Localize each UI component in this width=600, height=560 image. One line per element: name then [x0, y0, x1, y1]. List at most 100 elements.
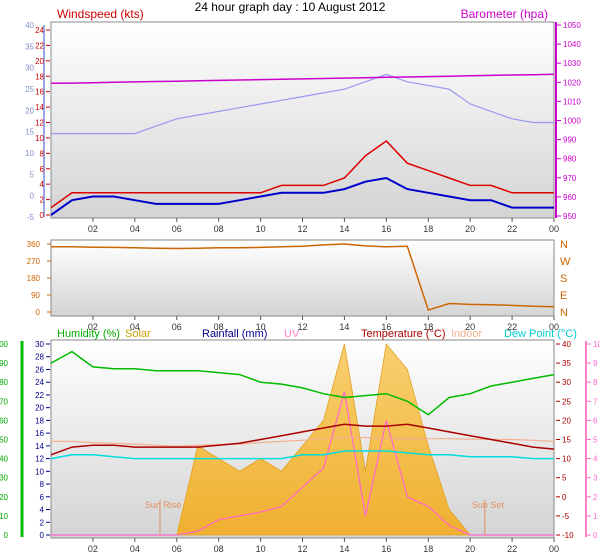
uv-axis-tick-label: 7 [593, 397, 598, 406]
barometer-axis-tick-label: 960 [563, 193, 577, 202]
uv-axis-tick-label: 3 [593, 474, 598, 483]
x-tick-label: 08 [214, 322, 224, 332]
sunset-label: Sun Set [472, 500, 505, 510]
direction-series [51, 243, 555, 312]
climate-series: Sun Rise Sun Set [50, 343, 555, 536]
x-tick-label: 18 [423, 224, 433, 234]
compass-label: W [560, 256, 571, 268]
barometer-axis-tick-label: 980 [563, 155, 577, 164]
barometer-axis-tick-label: 1010 [563, 97, 581, 106]
humidity-axis-tick-label: 20 [0, 493, 9, 502]
x-tick-label: 14 [339, 224, 349, 234]
compass-label: S [560, 273, 567, 285]
x-tick-label: 12 [297, 544, 307, 554]
temperature-axis-tick-label: 25 [562, 397, 571, 406]
direction-tick-label: 360 [27, 240, 41, 249]
windspeed-axis-tick-label: 6 [40, 165, 45, 174]
x-tick-label: 04 [130, 544, 140, 554]
far-left-axis-tick-label: 25 [25, 85, 34, 94]
windspeed-axis-tick-label: 12 [35, 119, 44, 128]
barometer-axis-tick-label: 1020 [563, 78, 581, 87]
barometer-line [50, 73, 555, 85]
legend-entry: Humidity (%) [57, 328, 120, 340]
compass-label: N [560, 307, 568, 319]
x-tick-label: 18 [423, 544, 433, 554]
far-left-axis-tick-label: -5 [27, 213, 35, 222]
x-axis-ticks: 02 04 06 08 10 12 14 16 18 20 22 00 02 04 06 08 10 12 14 16… [88, 218, 559, 554]
rainfall-axis-tick-label: 2 [40, 518, 45, 527]
humidity-axis-tick-label: 70 [0, 397, 9, 406]
x-tick-label: 10 [256, 224, 266, 234]
compass-label: N [560, 239, 568, 251]
far-left-axis-tick-label: 30 [25, 64, 34, 73]
climate-axes: 0102030405060708090100024681012141618202… [0, 340, 600, 540]
temperature-axis-tick-label: -5 [562, 512, 570, 521]
humidity-axis-tick-label: 30 [0, 474, 9, 483]
x-tick-label: 08 [214, 544, 224, 554]
x-tick-label: 00 [549, 322, 559, 332]
uv-axis-tick-label: 1 [593, 512, 598, 521]
barometer-axis-tick-label: 1050 [563, 21, 581, 30]
humidity-line [50, 350, 555, 416]
direction-tick-label: 270 [27, 257, 41, 266]
direction-tick-label: 180 [27, 274, 41, 283]
x-tick-label: 16 [381, 322, 391, 332]
rainfall-axis-tick-label: 4 [40, 506, 45, 515]
humidity-axis-tick-label: 60 [0, 416, 9, 425]
uv-axis-tick-label: 0 [593, 531, 598, 540]
dew-point-line [50, 450, 554, 460]
x-tick-label: 16 [381, 224, 391, 234]
rainfall-axis-tick-label: 28 [35, 353, 44, 362]
rainfall-axis-tick-label: 8 [40, 480, 45, 489]
x-tick-label: 12 [297, 322, 307, 332]
x-tick-label: 10 [256, 322, 266, 332]
humidity-axis-tick-label: 40 [0, 455, 9, 464]
x-tick-label: 02 [88, 224, 98, 234]
x-tick-label: 20 [465, 322, 475, 332]
rainfall-axis-tick-label: 24 [35, 378, 44, 387]
legend-entry: Indoor [451, 328, 483, 340]
climate-legend: Humidity (%) Solar Rainfall (mm) UV Temperat… [57, 328, 577, 340]
humidity-axis-tick-label: 90 [0, 359, 9, 368]
windspeed-line [50, 140, 554, 209]
x-tick-label: 04 [130, 224, 140, 234]
sunrise-label: Sun Rise [145, 500, 182, 510]
legend-entry: Temperature (°C) [361, 328, 445, 340]
x-tick-label: 00 [549, 544, 559, 554]
x-tick-label: 04 [130, 322, 140, 332]
uv-axis-tick-label: 5 [593, 436, 598, 445]
rainfall-axis-tick-label: 26 [35, 365, 44, 374]
windspeed-axis-tick-label: 8 [40, 149, 45, 158]
rainfall-axis-tick-label: 10 [35, 467, 44, 476]
rainfall-axis-tick-label: 0 [40, 531, 45, 540]
far-left-axis-tick-label: 0 [30, 192, 35, 201]
wind-series [50, 73, 555, 216]
legend-entry: UV [284, 328, 300, 340]
x-tick-label: 02 [88, 544, 98, 554]
x-tick-label: 22 [507, 544, 517, 554]
temperature-axis-tick-label: -10 [562, 531, 574, 540]
wind-axes: -505101520253035400246810121416182022249… [25, 21, 581, 222]
humidity-axis-tick-label: 100 [0, 340, 9, 349]
barometer-axis-tick-label: 990 [563, 136, 577, 145]
windspeed-axis-tick-label: 2 [40, 196, 45, 205]
far-left-axis-tick-label: 15 [25, 128, 34, 137]
rainfall-axis-tick-label: 6 [40, 493, 45, 502]
windspeed-axis-tick-label: 0 [40, 211, 45, 220]
windspeed-axis-tick-label: 18 [35, 72, 44, 81]
x-tick-label: 02 [88, 322, 98, 332]
direction-tick-label: 0 [36, 308, 41, 317]
x-tick-label: 22 [507, 224, 517, 234]
temperature-axis-tick-label: 40 [562, 340, 571, 349]
uv-axis-tick-label: 8 [593, 378, 598, 387]
wind-direction-line [51, 243, 555, 312]
rainfall-axis-tick-label: 14 [35, 442, 44, 451]
x-tick-label: 20 [465, 544, 475, 554]
rainfall-axis-tick-label: 12 [35, 455, 44, 464]
windspeed-axis-tick-label: 24 [35, 26, 44, 35]
legend-entry: Solar [125, 328, 151, 340]
humidity-axis-tick-label: 50 [0, 436, 9, 445]
windspeed-axis-tick-label: 4 [40, 180, 45, 189]
